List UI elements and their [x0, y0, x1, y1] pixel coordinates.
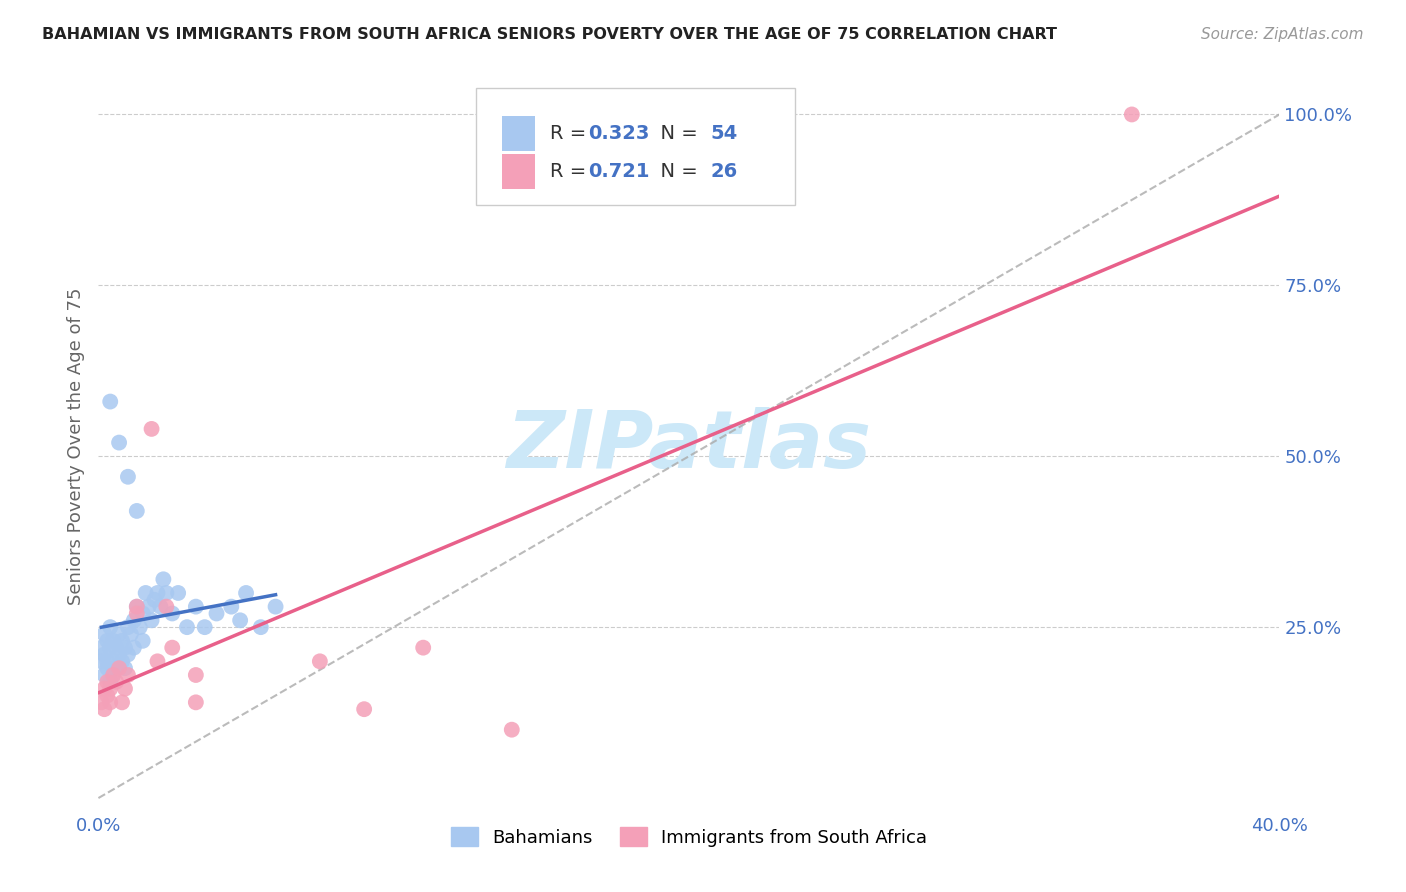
FancyBboxPatch shape [502, 154, 536, 189]
Point [105, 674, 128, 689]
Point [98, 620, 121, 634]
Point [132, 633, 155, 648]
Y-axis label: Seniors Poverty Over the Age of 75: Seniors Poverty Over the Age of 75 [66, 287, 84, 605]
Point [205, 607, 228, 621]
Point [111, 633, 134, 648]
Point [117, 620, 139, 634]
Point [90, 654, 112, 668]
Point [138, 599, 160, 614]
Point [117, 469, 139, 483]
Point [125, 599, 148, 614]
Point [103, 654, 125, 668]
Point [155, 586, 177, 600]
Point [98, 695, 121, 709]
Point [264, 599, 287, 614]
FancyBboxPatch shape [502, 116, 536, 152]
Point [132, 607, 155, 621]
Point [114, 640, 136, 655]
Point [93, 627, 115, 641]
Point [162, 607, 183, 621]
Point [146, 654, 169, 668]
Point [162, 640, 183, 655]
Point [128, 620, 150, 634]
Point [1121, 107, 1143, 121]
Point [90, 640, 112, 655]
Point [125, 504, 148, 518]
Point [194, 620, 217, 634]
Text: R =: R = [550, 124, 592, 144]
Point [184, 695, 207, 709]
Point [98, 674, 121, 689]
Point [96, 674, 118, 689]
Point [96, 689, 118, 703]
Legend: Bahamians, Immigrants from South Africa: Bahamians, Immigrants from South Africa [443, 820, 935, 854]
Point [143, 592, 166, 607]
Point [125, 599, 148, 614]
Point [149, 599, 172, 614]
Text: N =: N = [648, 124, 703, 144]
Point [96, 661, 118, 675]
Point [125, 607, 148, 621]
Point [90, 695, 112, 709]
Point [184, 599, 207, 614]
Text: N =: N = [648, 162, 703, 181]
Point [117, 648, 139, 662]
Point [93, 668, 115, 682]
Point [105, 661, 128, 675]
Point [250, 620, 273, 634]
Point [155, 599, 177, 614]
Point [108, 648, 131, 662]
Point [122, 613, 145, 627]
Point [309, 654, 332, 668]
Point [93, 702, 115, 716]
Text: 0.721: 0.721 [589, 162, 650, 181]
Text: BAHAMIAN VS IMMIGRANTS FROM SOUTH AFRICA SENIORS POVERTY OVER THE AGE OF 75 CORR: BAHAMIAN VS IMMIGRANTS FROM SOUTH AFRICA… [42, 27, 1057, 42]
Point [221, 599, 243, 614]
Point [229, 613, 252, 627]
Point [353, 702, 375, 716]
Point [98, 394, 121, 409]
Point [105, 640, 128, 655]
Text: 26: 26 [710, 162, 738, 181]
FancyBboxPatch shape [477, 87, 796, 204]
Point [152, 572, 174, 586]
Text: ZIPatlas: ZIPatlas [506, 407, 872, 485]
Point [235, 586, 257, 600]
Point [122, 640, 145, 655]
Point [141, 422, 163, 436]
Point [141, 613, 163, 627]
Text: Source: ZipAtlas.com: Source: ZipAtlas.com [1201, 27, 1364, 42]
Point [114, 681, 136, 696]
Point [103, 633, 125, 648]
Point [108, 627, 131, 641]
Point [412, 640, 434, 655]
Point [176, 620, 198, 634]
Point [93, 681, 115, 696]
Point [103, 668, 125, 682]
Point [111, 654, 134, 668]
Point [501, 723, 523, 737]
Point [167, 586, 190, 600]
Point [108, 661, 131, 675]
Point [96, 633, 118, 648]
Text: 54: 54 [710, 124, 738, 144]
Point [108, 435, 131, 450]
Point [114, 661, 136, 675]
Point [93, 648, 115, 662]
Point [146, 586, 169, 600]
Point [98, 681, 121, 696]
Point [103, 668, 125, 682]
Point [184, 668, 207, 682]
Point [96, 654, 118, 668]
Text: 0.323: 0.323 [589, 124, 650, 144]
Text: R =: R = [550, 162, 592, 181]
Point [117, 668, 139, 682]
Point [120, 627, 142, 641]
Point [111, 695, 134, 709]
Point [135, 586, 157, 600]
Point [98, 640, 121, 655]
